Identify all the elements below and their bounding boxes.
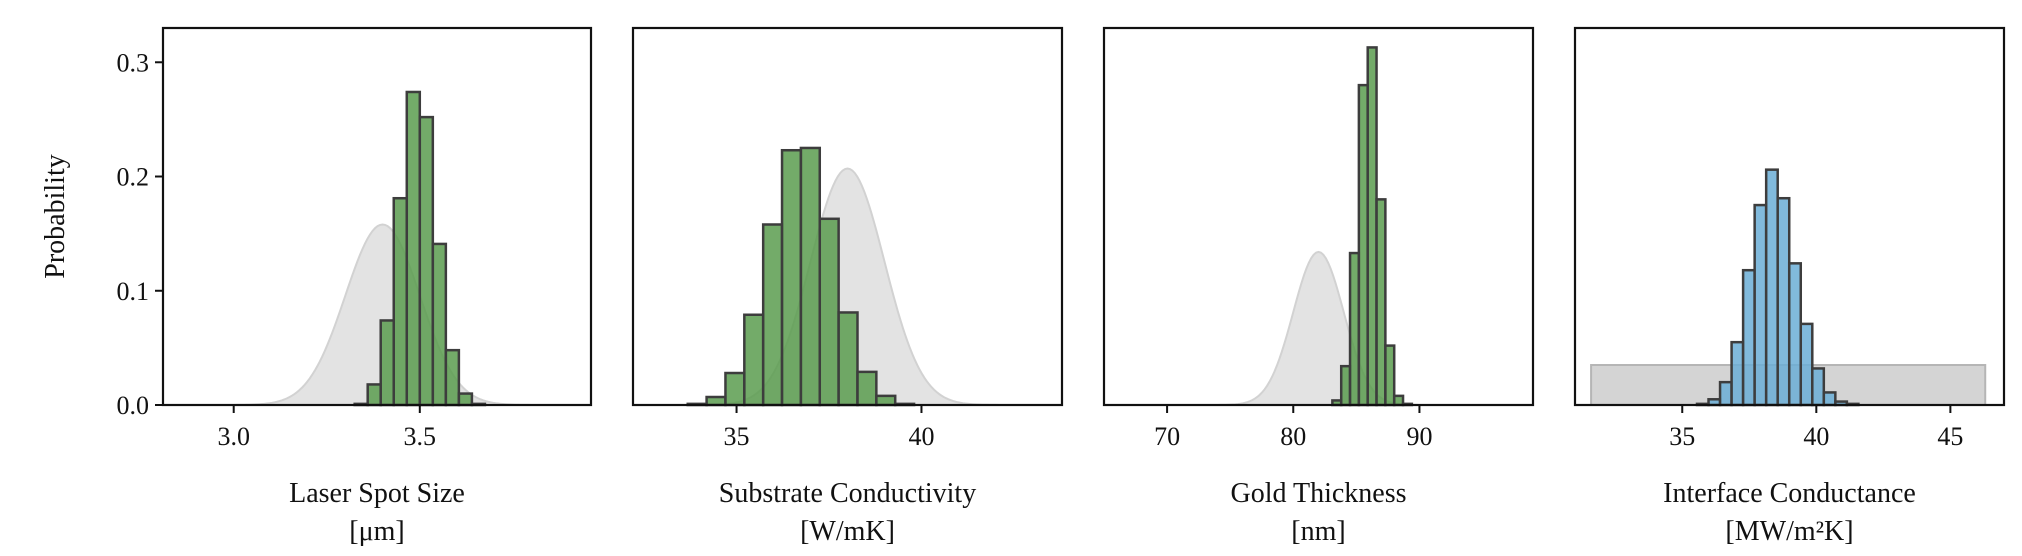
- y-tick-label: 0.3: [117, 48, 150, 77]
- histogram-bar: [1753, 203, 1768, 407]
- histogram-bar: [1375, 198, 1387, 407]
- x-tick-label: 40: [908, 422, 934, 451]
- histogram-bar: [1822, 391, 1837, 407]
- y-tick-label: 0.2: [117, 163, 150, 192]
- y-tick-label: 0.1: [117, 277, 150, 306]
- axes-frame: [631, 26, 1064, 407]
- y-tick-label: 0.0: [117, 391, 150, 420]
- histogram-bar: [366, 383, 382, 407]
- histogram-bar: [1366, 46, 1378, 407]
- x-tick-label: 40: [1803, 422, 1829, 451]
- histogram-bar: [392, 196, 409, 407]
- histogram-bar: [856, 370, 878, 407]
- histogram-bar: [431, 242, 448, 407]
- histogram-bar: [837, 311, 859, 407]
- histogram-bar: [379, 319, 395, 407]
- histogram-bar: [1348, 251, 1361, 407]
- histogram-bar: [1799, 322, 1814, 407]
- histogram-bar: [1392, 394, 1405, 407]
- histogram-bar: [1787, 262, 1803, 407]
- histogram-bar: [818, 217, 840, 407]
- histogram-bar: [780, 148, 803, 407]
- histogram-bar: [1339, 364, 1352, 407]
- x-axis-label: Gold Thickness: [1230, 478, 1406, 509]
- x-axis-label: Interface Conductance: [1663, 478, 1916, 509]
- x-tick-label: 45: [1937, 422, 1963, 451]
- prior-area: [1122, 251, 1515, 405]
- x-tick-label: 35: [724, 422, 750, 451]
- x-tick-label: 70: [1154, 422, 1180, 451]
- histogram-bar: [444, 348, 461, 407]
- histogram-bar: [1730, 340, 1745, 407]
- x-axis-unit: [μm]: [349, 516, 404, 547]
- histogram-bar: [1357, 83, 1369, 407]
- panel-1: 3.0 3.5 0.0 0.1 0.2 0.3 Probability Laser Spot …: [40, 26, 593, 547]
- x-tick-label: 35: [1669, 422, 1695, 451]
- prior-area: [181, 224, 584, 405]
- x-tick-label: 90: [1406, 422, 1432, 451]
- axes-frame: [1573, 26, 2006, 407]
- chart-panels: 3.0 3.5 0.0 0.1 0.2 0.3 Probability Laser Spot …: [40, 26, 2006, 547]
- axes-frame: [1102, 26, 1535, 407]
- panel-4: 35 40 45 Interface Conductance [MW/m²K]: [1573, 26, 2006, 547]
- x-axis-unit: [MW/m²K]: [1725, 516, 1853, 547]
- histogram-bar: [705, 395, 727, 407]
- x-tick-label: 3.0: [217, 422, 250, 451]
- histogram-bar: [1718, 380, 1733, 407]
- x-axis-label: Substrate Conductivity: [719, 478, 976, 509]
- histogram-bar: [405, 90, 422, 407]
- histogram-bar: [1384, 344, 1396, 407]
- histogram-bar: [1811, 367, 1826, 407]
- x-tick-label: 3.5: [404, 422, 437, 451]
- x-axis-unit: [W/mK]: [800, 516, 895, 547]
- x-axis-unit: [nm]: [1291, 516, 1345, 547]
- histogram-bar: [1741, 268, 1756, 407]
- y-axis-label: Probability: [40, 154, 71, 278]
- histogram-bar: [1776, 196, 1791, 407]
- panel-2: 35 40 Substrate Conductivity [W/mK]: [631, 26, 1064, 547]
- histogram-bar: [724, 371, 746, 407]
- x-tick-label: 80: [1280, 422, 1306, 451]
- histogram-bar: [761, 223, 784, 407]
- x-axis-label: Laser Spot Size: [289, 478, 465, 509]
- prior-area: [655, 168, 1040, 405]
- axes-frame: [161, 26, 593, 407]
- histogram-bar: [743, 313, 765, 407]
- histogram-bar: [457, 392, 474, 407]
- histogram-bar: [1764, 168, 1779, 407]
- histogram-bar: [875, 394, 897, 407]
- histogram-bar: [799, 146, 822, 407]
- histogram-bar: [418, 115, 435, 407]
